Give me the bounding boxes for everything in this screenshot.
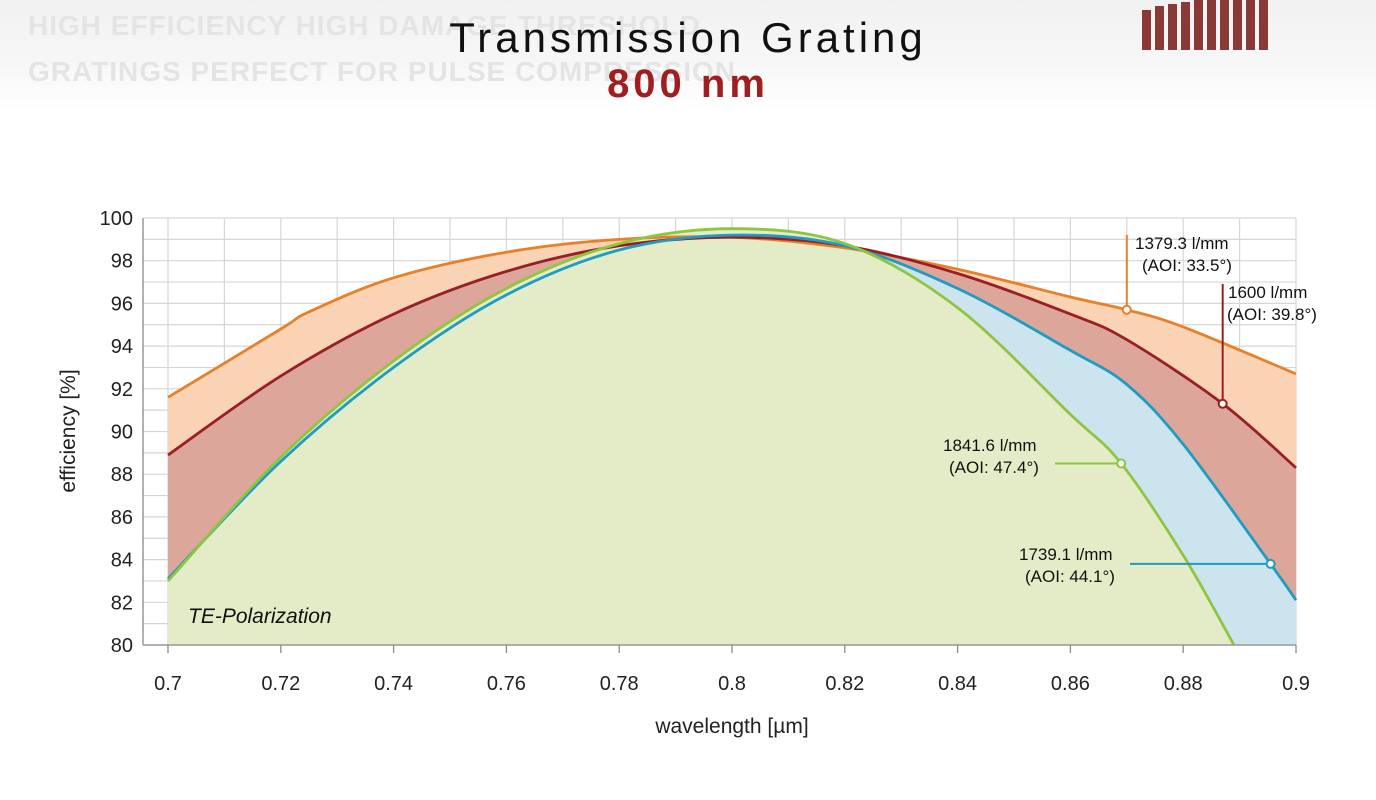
y-tick-label: 100 (100, 208, 133, 230)
y-tick-label: 84 (111, 550, 133, 572)
y-tick-label: 80 (111, 635, 133, 657)
y-tick-label: 90 (111, 422, 133, 444)
x-tick-label: 0.84 (938, 673, 977, 695)
x-axis-label: wavelength [µm] (654, 715, 808, 738)
brand-stripes-logo (1142, 0, 1268, 50)
polarization-label: TE-Polarization (188, 605, 332, 628)
x-tick-label: 0.9 (1282, 673, 1310, 695)
y-tick-label: 88 (111, 464, 133, 486)
marker-1379 (1121, 304, 1132, 315)
y-tick-label: 98 (111, 251, 133, 273)
y-axis-label: efficiency [%] (57, 369, 80, 492)
page-subtitle: 800 nm (607, 62, 769, 106)
chart-area-fills (168, 228, 1296, 646)
annotation-1739-name: 1739.1 l/mm (1019, 545, 1113, 564)
chart-tick-labels: 0.7 0.72 0.74 0.76 0.78 0.8 0.82 0.84 0.86 0.88 0.… (100, 208, 1310, 695)
annotation-1600-name: 1600 l/mm (1228, 283, 1307, 302)
x-tick-label: 0.86 (1051, 673, 1090, 695)
page-title: Transmission Grating (449, 14, 927, 61)
x-tick-label: 0.82 (825, 673, 864, 695)
y-tick-label: 82 (111, 592, 133, 614)
x-tick-label: 0.8 (718, 673, 746, 695)
marker-1600 (1217, 398, 1228, 409)
series-1739-line (166, 233, 1298, 601)
annotation-1739-aoi: (AOI: 44.1°) (1025, 567, 1115, 586)
y-tick-label: 96 (111, 293, 133, 315)
x-tick-label: 0.88 (1164, 673, 1203, 695)
marker-1739 (1265, 558, 1276, 569)
x-tick-label: 0.7 (154, 673, 182, 695)
x-tick-label: 0.78 (600, 673, 639, 695)
annotation-1841-aoi: (AOI: 47.4°) (949, 458, 1039, 477)
series-1600-line (167, 235, 1297, 469)
annotation-1379-aoi: (AOI: 33.5°) (1142, 256, 1232, 275)
x-tick-label: 0.76 (487, 673, 526, 695)
x-tick-label: 0.72 (261, 673, 300, 695)
annotation-1379-name: 1379.3 l/mm (1135, 234, 1229, 253)
y-tick-label: 86 (111, 507, 133, 529)
y-tick-label: 92 (111, 379, 133, 401)
chart-axes (142, 218, 1297, 653)
y-tick-label: 94 (111, 336, 133, 358)
x-tick-label: 0.74 (374, 673, 413, 695)
marker-1841 (1116, 458, 1127, 469)
chart-annotations: 1379.3 l/mm (AOI: 33.5°) 1600 l/mm (AOI: 39… (943, 234, 1317, 586)
annotation-1600-aoi: (AOI: 39.8°) (1227, 305, 1317, 324)
banner-slogan-line2: GRATINGS PERFECT FOR PULSE COMPRESSION (28, 56, 736, 87)
banner-slogan-line1: HIGH EFFICIENCY HIGH DAMAGE THRESHOLD (28, 10, 701, 41)
annotation-1841-name: 1841.6 l/mm (943, 436, 1037, 455)
